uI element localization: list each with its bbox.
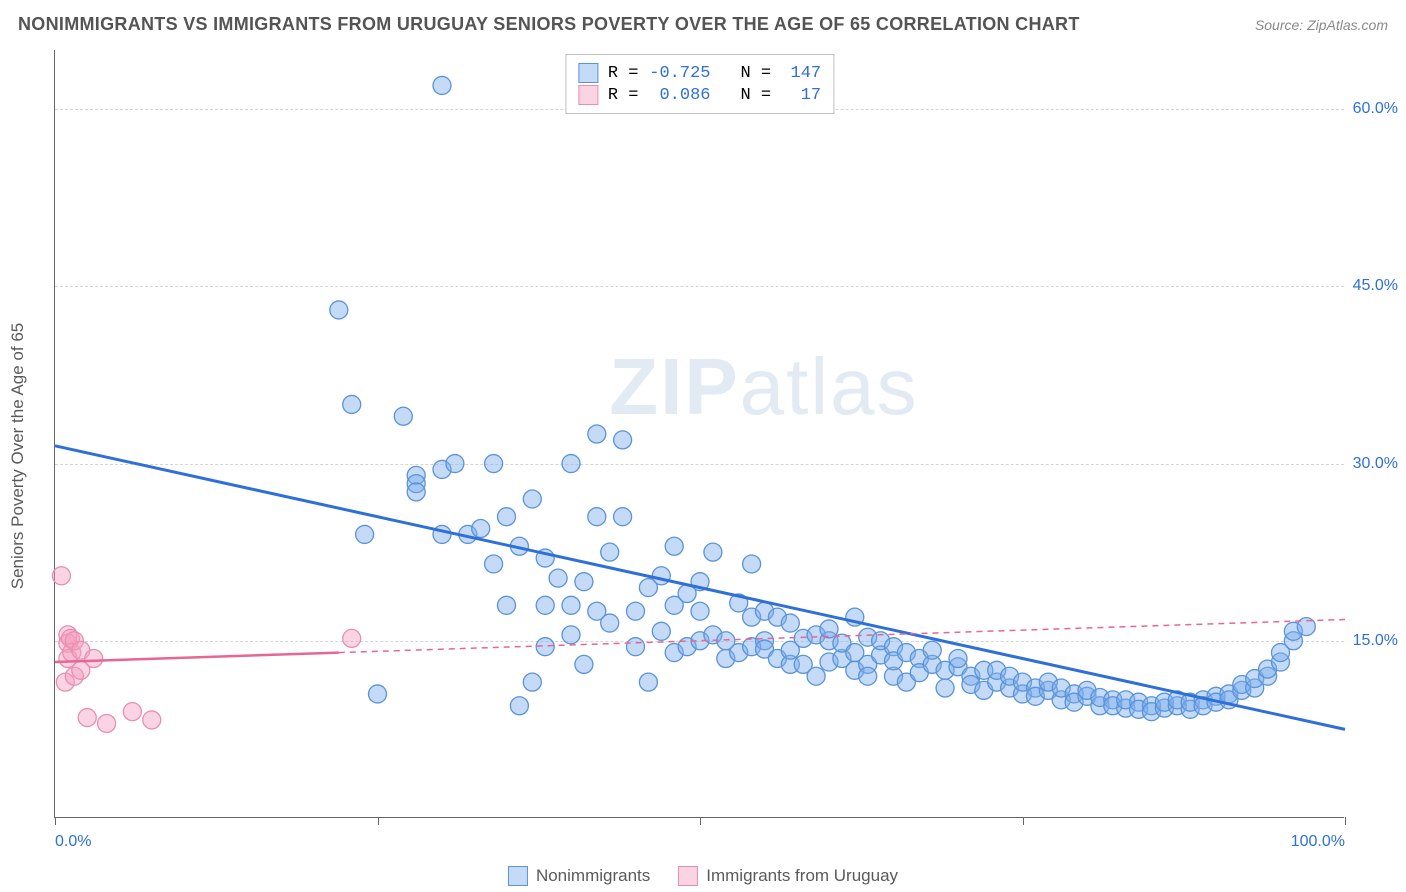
stats-n-value-1: 147 [781, 64, 821, 83]
y-tick-label: 15.0% [1350, 632, 1398, 650]
stats-r-value-2: 0.086 [649, 86, 711, 105]
y-tick-label: 30.0% [1350, 455, 1398, 473]
stats-n-label: N = [741, 86, 772, 105]
stats-row-series1: R = -0.725 N = 147 [578, 63, 821, 83]
x-tick-label: 100.0% [1291, 833, 1345, 851]
swatch-series1-legend [508, 866, 528, 886]
x-tick-label: 0.0% [55, 833, 91, 851]
legend-label-1: Nonimmigrants [536, 866, 650, 886]
stats-row-series2: R = 0.086 N = 17 [578, 85, 821, 105]
y-tick-label: 60.0% [1350, 100, 1398, 118]
y-axis-label: Seniors Poverty Over the Age of 65 [8, 323, 28, 589]
stats-r-label: R = [608, 86, 639, 105]
stats-r-value-1: -0.725 [649, 64, 711, 83]
y-tick-label: 45.0% [1350, 277, 1398, 295]
swatch-series1 [578, 63, 598, 83]
stats-box: R = -0.725 N = 147 R = 0.086 N = 17 [565, 54, 834, 114]
stats-n-value-2: 17 [781, 86, 821, 105]
chart-header: NONIMMIGRANTS VS IMMIGRANTS FROM URUGUAY… [18, 14, 1388, 35]
stats-n-label: N = [741, 64, 772, 83]
chart-title: NONIMMIGRANTS VS IMMIGRANTS FROM URUGUAY… [18, 14, 1080, 35]
bottom-legend: Nonimmigrants Immigrants from Uruguay [508, 866, 898, 886]
stats-r-label: R = [608, 64, 639, 83]
swatch-series2 [578, 85, 598, 105]
legend-label-2: Immigrants from Uruguay [706, 866, 898, 886]
legend-item-series2: Immigrants from Uruguay [678, 866, 898, 886]
swatch-series2-legend [678, 866, 698, 886]
source-attribution: Source: ZipAtlas.com [1255, 17, 1388, 33]
chart-plot-area: ZIPatlas 15.0%30.0%45.0%60.0% 0.0%100.0%… [54, 50, 1344, 818]
scatter-plot-svg [55, 50, 1344, 817]
legend-item-series1: Nonimmigrants [508, 866, 650, 886]
